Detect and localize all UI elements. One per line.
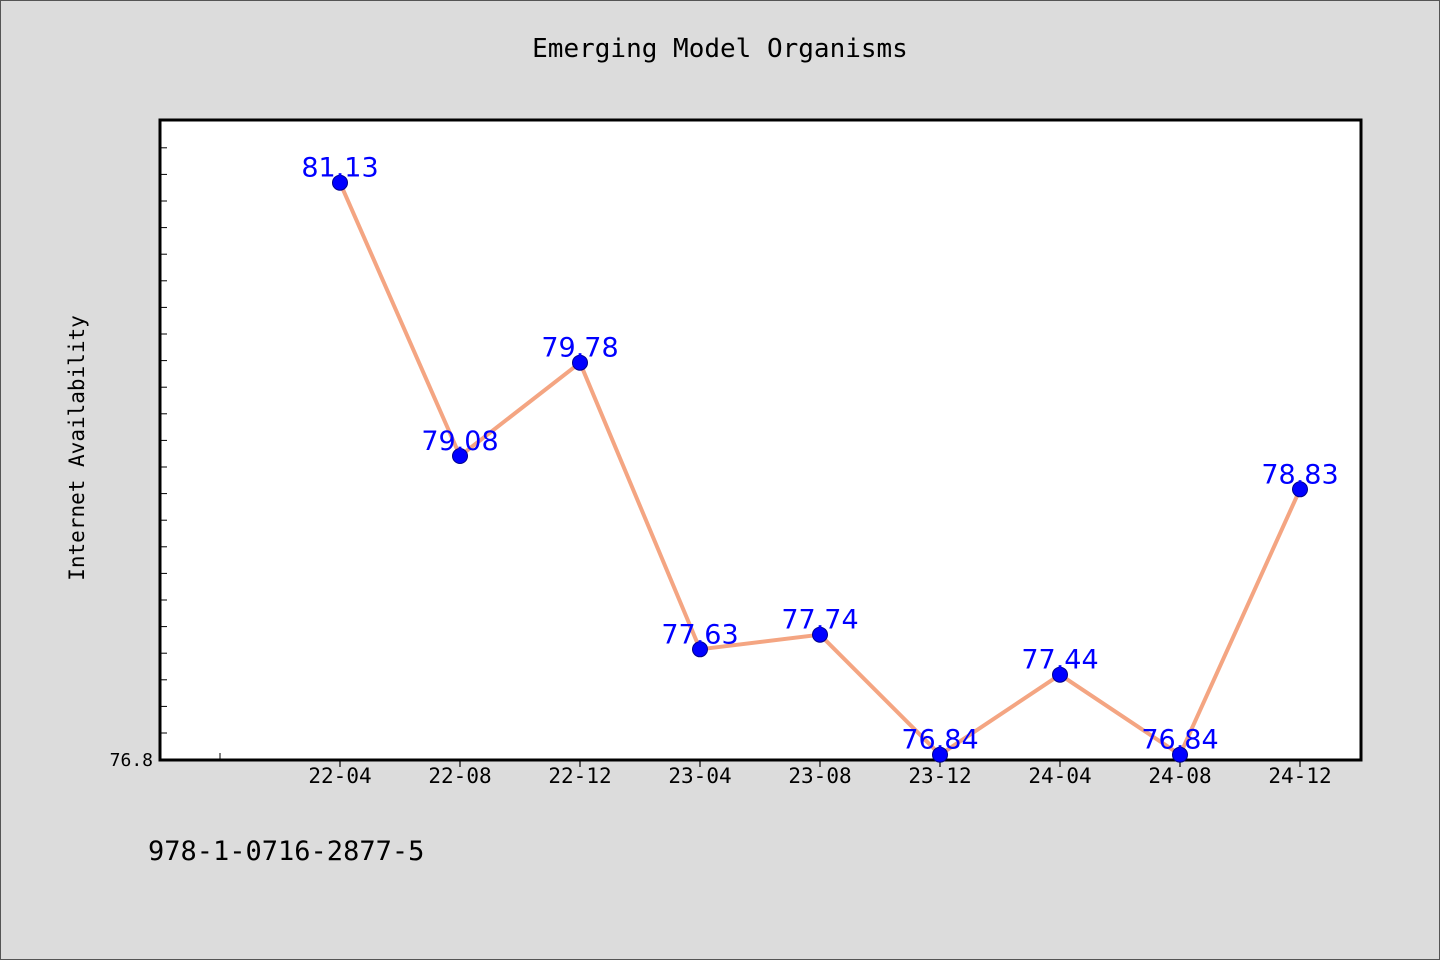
data-label: 77.44: [1021, 645, 1098, 676]
x-tick-label: 23-04: [668, 764, 731, 788]
data-point: [1172, 746, 1188, 763]
plot-area: [158, 118, 1363, 762]
y-tick-label: 76.8: [110, 750, 153, 771]
data-point: [932, 746, 948, 763]
x-axis-tick-labels: 22-04 22-08 22-12 23-04 23-08 23-12 24-04 24-08…: [308, 764, 1331, 788]
data-markers: [332, 174, 1308, 763]
footer-code: 978-1-0716-2877-5: [148, 836, 425, 867]
x-tick-label: 24-12: [1268, 764, 1331, 788]
data-labels: 81.13 79.08 79.78 77.63 77.74 76.84 77.44 76.84…: [301, 153, 1338, 756]
data-label: 76.84: [901, 725, 978, 756]
data-point: [1292, 481, 1308, 498]
x-tick-label: 22-08: [428, 764, 491, 788]
data-point: [332, 174, 348, 191]
x-tick-label: 24-04: [1028, 764, 1091, 788]
data-label: 78.83: [1261, 459, 1338, 490]
x-tick-label: 24-08: [1148, 764, 1211, 788]
data-label: 79.78: [541, 333, 618, 364]
x-tick-label: 23-08: [788, 764, 851, 788]
data-label: 79.08: [421, 426, 498, 457]
data-point: [812, 626, 828, 643]
data-point: [572, 354, 588, 371]
data-label: 77.63: [661, 619, 738, 650]
chart-title: Emerging Model Organisms: [532, 34, 908, 64]
data-label: 76.84: [1141, 725, 1218, 756]
data-point: [1052, 666, 1068, 683]
data-point: [452, 448, 468, 464]
data-label: 77.74: [781, 605, 858, 636]
x-tick-label: 22-04: [308, 764, 371, 788]
x-tick-label: 23-12: [908, 764, 971, 788]
y-axis-tick-labels: 76.8: [110, 750, 153, 771]
data-label: 81.13: [301, 153, 378, 184]
x-tick-label: 22-12: [548, 764, 611, 788]
y-minor-ticks: [160, 147, 167, 734]
data-point: [692, 641, 708, 658]
